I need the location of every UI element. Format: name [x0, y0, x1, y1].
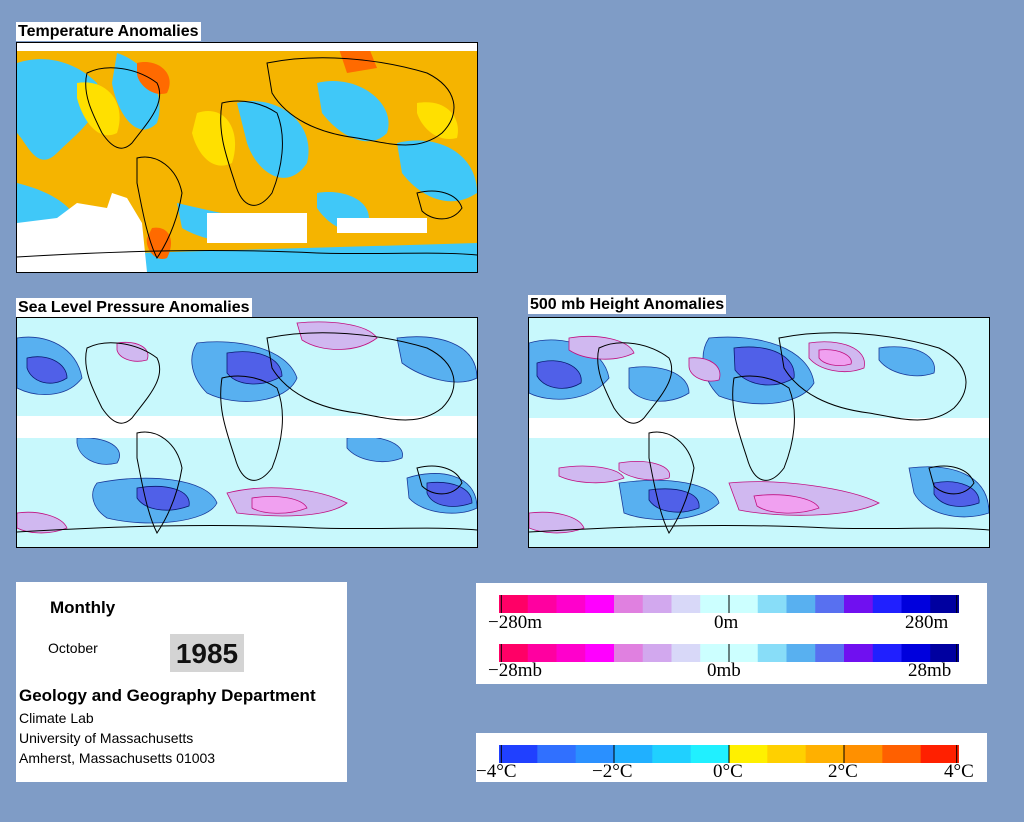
temp-scale-pos2: 2°C — [828, 761, 858, 782]
university-name: University of Massachusetts — [19, 730, 194, 746]
temperature-scale-panel: −4°C −2°C 0°C 2°C 4°C — [476, 733, 987, 782]
temperature-scale-swatch — [652, 745, 692, 763]
temperature-color-bar — [499, 745, 959, 763]
pressure-scale-swatch — [614, 644, 644, 662]
temperature-warm-regions — [77, 82, 458, 166]
temperature-anomaly-map — [16, 42, 478, 273]
height500-map-canvas — [529, 318, 989, 547]
height-scale-min: −280m — [488, 612, 542, 633]
temp-scale-zero: 0°C — [713, 761, 743, 782]
pressure-scale-min: −28mb — [488, 660, 542, 681]
temperature-map-title: Temperature Anomalies — [16, 22, 201, 41]
temperature-scale-swatch — [499, 745, 538, 763]
slp-positive-deep — [251, 496, 308, 514]
height-scale-swatch — [585, 595, 615, 613]
height500-positive-deep — [753, 349, 852, 514]
height-scale-zero: 0m — [714, 612, 739, 633]
anomaly-scale-panel: −280m 0m 280m −28mb 0mb 28mb — [476, 583, 987, 684]
height-scale-swatch — [556, 595, 586, 613]
slp-negative-deep — [26, 351, 473, 511]
slp-missing-band — [17, 416, 477, 438]
temp-scale-neg2: −2°C — [592, 761, 633, 782]
temperature-scale-swatch — [537, 745, 577, 763]
slp-coastlines — [17, 332, 477, 534]
height-scale-swatch — [815, 595, 845, 613]
height500-anomaly-map — [528, 317, 990, 548]
height-scale-swatch — [786, 595, 816, 613]
height500-negative-deep — [536, 346, 980, 513]
temperature-scale-swatch — [882, 745, 922, 763]
height-scale-swatch — [930, 595, 959, 613]
pressure-scale-swatch — [642, 644, 672, 662]
temperature-scale-swatch — [767, 745, 807, 763]
height-scale-swatch — [729, 595, 759, 613]
slp-map-title: Sea Level Pressure Anomalies — [16, 298, 252, 317]
pressure-scale-swatch — [527, 644, 557, 662]
slp-anomaly-map — [16, 317, 478, 548]
temperature-scale-swatch — [805, 745, 845, 763]
info-panel: Monthly October 1985 Geology and Geograp… — [16, 582, 347, 782]
height-scale-swatch — [700, 595, 730, 613]
temperature-scale-swatch — [690, 745, 730, 763]
temperature-coastlines — [17, 57, 477, 259]
pressure-scale-swatch — [671, 644, 701, 662]
pressure-scale-swatch — [786, 644, 816, 662]
pressure-scale-swatch — [700, 644, 730, 662]
height-scale-swatch — [872, 595, 902, 613]
height-color-bar — [499, 595, 959, 613]
pressure-scale-swatch — [901, 644, 931, 662]
height-scale-swatch — [844, 595, 874, 613]
temperature-cool-regions — [17, 53, 477, 272]
height500-missing-band — [529, 418, 989, 438]
pressure-scale-swatch — [757, 644, 787, 662]
pressure-scale-swatch — [872, 644, 902, 662]
address-line: Amherst, Massachusetts 01003 — [19, 750, 216, 766]
pressure-scale-swatch — [499, 644, 529, 662]
pressure-scale-zero: 0mb — [707, 660, 741, 681]
pressure-scale-swatch — [585, 644, 615, 662]
month-label: October — [48, 640, 98, 656]
temperature-scale-swatch — [920, 745, 959, 763]
height-scale-swatch — [671, 595, 701, 613]
height-scale-swatch — [757, 595, 787, 613]
pressure-scale-swatch — [729, 644, 759, 662]
temperature-map-canvas — [17, 43, 477, 272]
temperature-scale-swatch — [844, 745, 883, 763]
height-scale-max: 280m — [905, 612, 949, 633]
slp-map-canvas — [17, 318, 477, 547]
pressure-scale-swatch — [815, 644, 845, 662]
height-scale-swatch — [527, 595, 557, 613]
temp-scale-min: −4°C — [476, 761, 517, 782]
department-name: Geology and Geography Department — [19, 686, 316, 705]
pressure-scale-swatch — [930, 644, 959, 662]
height-scale-swatch — [499, 595, 529, 613]
height-scale-swatch — [901, 595, 931, 613]
temperature-scale-swatch — [729, 745, 768, 763]
year-label: 1985 — [170, 634, 244, 672]
height500-map-title: 500 mb Height Anomalies — [528, 295, 727, 314]
period-label: Monthly — [50, 598, 116, 617]
temperature-scale-swatch — [614, 745, 653, 763]
height-scale-swatch — [642, 595, 672, 613]
height-scale-swatch — [614, 595, 644, 613]
lab-name: Climate Lab — [19, 710, 94, 726]
pressure-scale-max: 28mb — [908, 660, 952, 681]
pressure-scale-swatch — [556, 644, 586, 662]
height500-coastlines — [529, 332, 989, 534]
pressure-scale-swatch — [844, 644, 874, 662]
pressure-color-bar — [499, 644, 959, 662]
temperature-scale-swatch — [575, 745, 615, 763]
temp-scale-max: 4°C — [944, 761, 974, 782]
